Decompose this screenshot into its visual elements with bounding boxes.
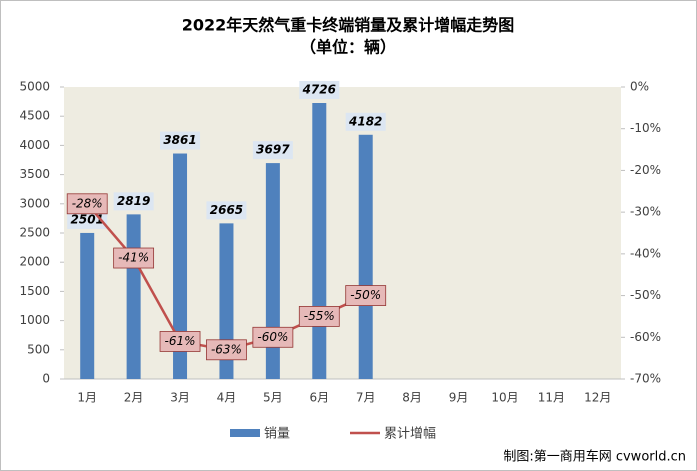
value-label-box (345, 112, 386, 131)
x-tick-label: 12月 (584, 391, 611, 405)
value-label: -60% (257, 330, 288, 344)
y2-tick-label: -40% (630, 246, 661, 260)
y2-tick-label: 0% (630, 80, 649, 94)
x-tick-label: 2月 (124, 391, 144, 405)
value-label: 2665 (210, 203, 243, 217)
y-tick-label: 1000 (19, 313, 50, 327)
value-label-box (252, 141, 293, 160)
bar (126, 214, 141, 379)
y2-tick-label: -60% (630, 330, 661, 344)
y-tick-label: 4500 (19, 109, 50, 123)
value-label-box (160, 131, 201, 150)
value-label: -28% (72, 196, 103, 210)
value-label-box (159, 331, 201, 352)
value-label: 4726 (302, 83, 336, 97)
x-tick-label: 7月 (356, 391, 376, 405)
x-tick-label: 9月 (449, 391, 469, 405)
value-label: 2819 (117, 194, 150, 208)
value-label: -63% (211, 342, 242, 356)
x-tick-label: 4月 (217, 391, 237, 405)
value-label-box (206, 201, 247, 220)
value-label: 3861 (163, 133, 196, 147)
y2-tick-label: -50% (630, 288, 661, 302)
x-tick-label: 3月 (170, 391, 190, 405)
x-tick-label: 11月 (538, 391, 565, 405)
y2-tick-label: -10% (630, 121, 661, 135)
x-tick-label: 5月 (263, 391, 283, 405)
legend-label: 销量 (264, 427, 290, 442)
value-label-box (113, 247, 155, 269)
value-label-box (345, 285, 387, 306)
value-label: -41% (118, 251, 149, 265)
value-label-box (298, 306, 340, 327)
y-tick-label: 500 (27, 342, 50, 356)
value-label-box (66, 193, 108, 215)
y-tick-label: 0 (42, 372, 50, 386)
y2-tick-label: -30% (630, 205, 661, 219)
bar (312, 103, 327, 380)
bar (80, 232, 95, 379)
x-tick-label: 1月 (77, 391, 97, 405)
value-label: -50% (350, 288, 381, 302)
chart-subtitle: （单位：辆） (300, 38, 396, 57)
y2-tick-label: -70% (630, 372, 661, 386)
y-tick-label: 3000 (19, 196, 50, 210)
value-label-box (113, 192, 154, 211)
y2-tick-label: -20% (630, 163, 661, 177)
y-tick-label: 2000 (19, 255, 50, 269)
bar (358, 134, 373, 379)
value-label-box (206, 339, 247, 361)
y-tick-label: 5000 (19, 80, 50, 94)
x-tick-label: 10月 (491, 391, 518, 405)
source: 制图:第一商用车网 cvworld.cn (503, 449, 686, 465)
value-label: 4182 (348, 114, 382, 128)
plot-area (64, 87, 621, 379)
value-label: -55% (304, 309, 335, 323)
x-tick-label: 6月 (309, 391, 329, 405)
chart-title: 2022年天然气重卡终端销量及累计增幅走势图 (182, 16, 515, 35)
value-label-box (252, 326, 294, 348)
legend-swatch (230, 429, 260, 437)
legend-label: 累计增幅 (384, 427, 436, 442)
y-tick-label: 1500 (19, 284, 50, 298)
y-tick-label: 3500 (19, 167, 50, 181)
bar (265, 163, 280, 379)
y-tick-label: 4000 (19, 138, 50, 152)
bar (173, 153, 188, 379)
x-tick-label: 8月 (402, 391, 422, 405)
value-label: 2501 (71, 212, 104, 226)
value-label-box (299, 81, 340, 100)
value-label: 3697 (256, 143, 290, 157)
value-label: -61% (165, 334, 196, 348)
y-tick-label: 2500 (19, 226, 50, 240)
